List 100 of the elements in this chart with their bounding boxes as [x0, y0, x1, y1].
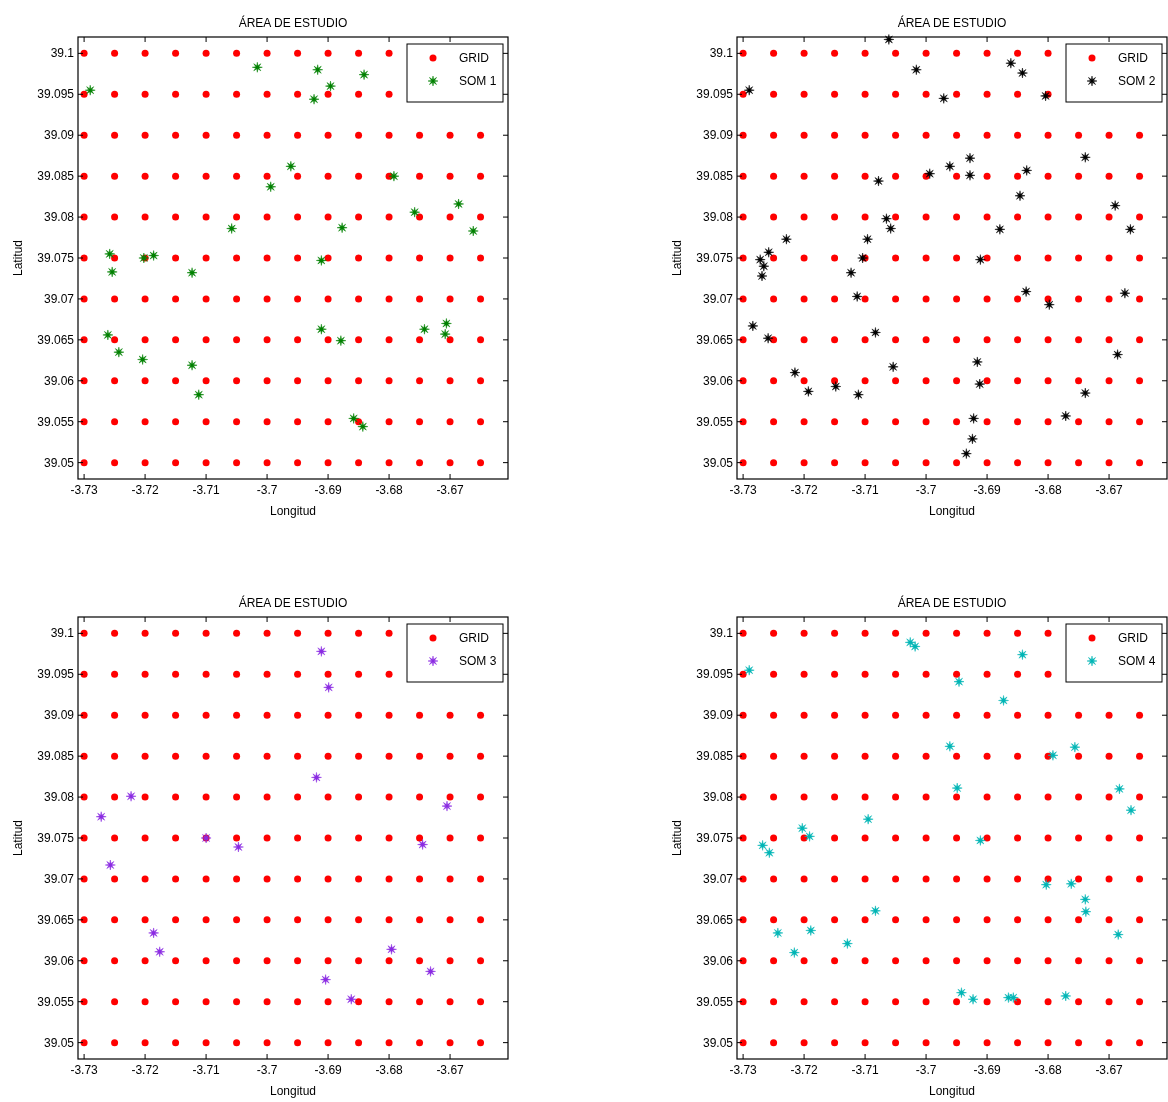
- point: [320, 974, 331, 985]
- point: [873, 175, 884, 187]
- point: [386, 944, 397, 955]
- x-tick-label: -3.73: [70, 483, 99, 497]
- y-tick-label: 39.055: [696, 994, 734, 1009]
- y-tick-label: 39.1: [709, 626, 734, 641]
- y-tick-label: 39.1: [709, 46, 734, 61]
- point: [956, 987, 967, 998]
- point: [113, 346, 125, 358]
- point: [1080, 906, 1092, 917]
- x-tick-label: -3.69: [973, 483, 1002, 497]
- x-tick-label: -3.69: [314, 483, 343, 497]
- point: [1060, 990, 1071, 1002]
- point: [944, 741, 956, 752]
- point: [944, 161, 956, 172]
- x-tick-label: -3.67: [436, 483, 465, 497]
- point: [938, 93, 950, 104]
- point: [388, 170, 400, 182]
- chart-title: ÁREA DE ESTUDIO: [897, 15, 1007, 30]
- x-tick-label: -3.68: [375, 483, 404, 497]
- point: [853, 389, 864, 400]
- y-tick-label: 39.095: [37, 667, 75, 682]
- point: [967, 994, 979, 1005]
- point: [316, 646, 327, 657]
- point: [252, 62, 263, 73]
- point: [1119, 287, 1131, 299]
- point: [757, 840, 768, 851]
- point: [975, 254, 986, 265]
- x-tick-label: -3.7: [256, 1063, 278, 1077]
- y-tick-label: 39.085: [696, 169, 734, 184]
- x-tick-label: -3.69: [973, 1063, 1002, 1077]
- y-tick-label: 39.085: [696, 749, 734, 764]
- point: [994, 224, 1006, 235]
- point: [1080, 387, 1091, 399]
- point: [885, 223, 896, 234]
- point: [789, 947, 800, 958]
- point: [323, 682, 334, 693]
- point: [789, 367, 801, 378]
- point: [348, 413, 359, 424]
- point: [312, 64, 323, 75]
- x-tick-label: -3.71: [192, 1063, 221, 1077]
- point: [467, 225, 479, 237]
- y-tick-label: 39.07: [702, 871, 734, 886]
- point: [967, 433, 978, 445]
- point: [881, 213, 892, 224]
- y-tick-label: 39.075: [696, 251, 734, 265]
- x-tick-label: -3.73: [729, 1063, 758, 1077]
- y-axis-title: Latitud: [11, 819, 25, 857]
- y-tick-label: 39.1: [50, 626, 75, 641]
- point: [998, 695, 1009, 706]
- point: [1021, 165, 1032, 176]
- point: [409, 206, 420, 218]
- x-tick-label: -3.73: [70, 1063, 99, 1077]
- point: [186, 267, 198, 278]
- point: [453, 198, 464, 210]
- x-tick-label: -3.67: [436, 1063, 465, 1077]
- point: [845, 267, 857, 278]
- point: [1040, 879, 1052, 890]
- y-tick-label: 39.09: [702, 708, 734, 723]
- x-tick-label: -3.71: [851, 1063, 880, 1077]
- point: [1080, 152, 1091, 163]
- legend-label: SOM 4: [1118, 654, 1156, 668]
- point: [762, 332, 774, 344]
- y-tick-label: 39.06: [702, 953, 734, 968]
- x-axis-title: Longitud: [269, 504, 317, 518]
- point: [974, 378, 985, 390]
- y-tick-label: 39.09: [43, 708, 75, 723]
- point: [911, 64, 922, 75]
- point: [953, 676, 965, 687]
- legend-label: GRID: [459, 631, 490, 645]
- point: [316, 255, 327, 266]
- point: [743, 664, 755, 676]
- point: [148, 927, 159, 939]
- y-tick-label: 39.055: [37, 414, 75, 429]
- chart-title: ÁREA DE ESTUDIO: [238, 595, 348, 610]
- point: [137, 354, 148, 365]
- y-tick-label: 39.06: [43, 373, 75, 388]
- point: [316, 323, 327, 335]
- x-tick-label: -3.72: [131, 1063, 160, 1077]
- x-tick-label: -3.68: [375, 1063, 404, 1077]
- point: [311, 772, 322, 783]
- y-tick-label: 39.07: [43, 871, 75, 886]
- point: [1109, 200, 1121, 211]
- point: [1005, 57, 1017, 69]
- x-axis-title: Longitud: [269, 1084, 317, 1098]
- point: [102, 329, 114, 341]
- x-tick-label: -3.7: [915, 1063, 937, 1077]
- point: [417, 839, 428, 850]
- point: [1125, 224, 1136, 235]
- y-axis-title: Latitud: [11, 239, 25, 277]
- x-tick-label: -3.67: [1095, 483, 1124, 497]
- point: [95, 811, 107, 822]
- y-tick-label: 39.095: [696, 87, 734, 102]
- point: [1060, 410, 1071, 422]
- y-tick-label: 39.07: [43, 291, 75, 306]
- point: [743, 84, 755, 96]
- point: [870, 905, 881, 917]
- point: [862, 813, 874, 825]
- y-axis-title: Latitud: [670, 819, 684, 857]
- point: [285, 161, 297, 172]
